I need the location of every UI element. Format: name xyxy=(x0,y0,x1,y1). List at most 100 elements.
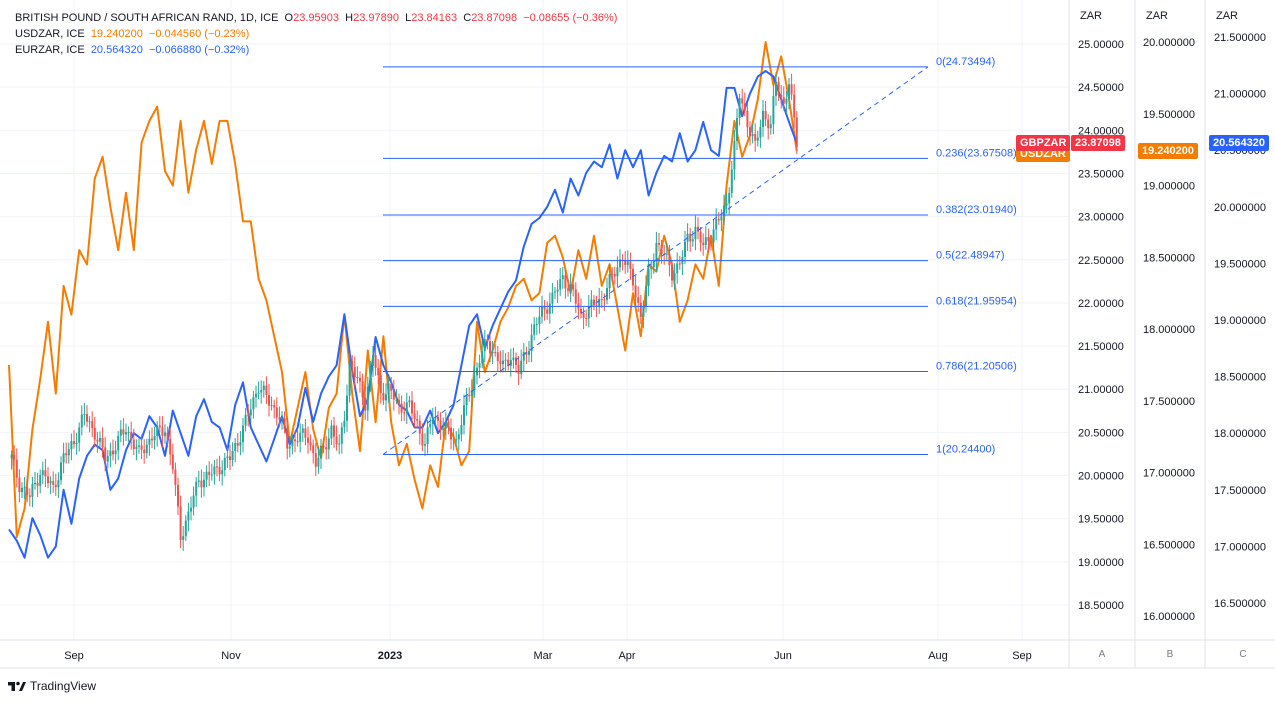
candle-body xyxy=(457,434,460,440)
candle-body xyxy=(106,456,109,462)
candle-body xyxy=(431,418,434,424)
x-tick-label: Jun xyxy=(774,650,792,662)
eurzar-price-badge: 20.564320 xyxy=(1209,135,1269,151)
candle-body xyxy=(442,428,445,431)
axis-b-tick: 18.500000 xyxy=(1143,252,1195,264)
candle-body xyxy=(624,259,627,265)
fibonacci-retracement[interactable]: 0(24.73494) 0.236(23.67508) 0.382(23.01940… xyxy=(382,56,1017,456)
candle-body xyxy=(725,203,728,206)
grid-lines xyxy=(0,0,1068,640)
candle-body xyxy=(273,405,276,408)
candle-body xyxy=(660,244,663,254)
candle-body xyxy=(179,506,182,540)
candle-body xyxy=(21,487,23,493)
candle-body xyxy=(314,453,317,467)
axis-c-tick: 19.000000 xyxy=(1214,315,1266,327)
candle-body xyxy=(158,425,161,428)
candle-body xyxy=(57,480,60,488)
axis-b-tick: 20.000000 xyxy=(1143,37,1195,49)
candle-body xyxy=(587,306,590,319)
candle-body xyxy=(697,226,699,232)
candle-body xyxy=(439,420,442,431)
candle-body xyxy=(405,402,408,413)
fib-level-label: 0.382(23.01940) xyxy=(936,204,1017,216)
candle-body xyxy=(117,435,120,451)
candle-body xyxy=(429,423,432,428)
candle-body xyxy=(70,441,73,450)
candle-body xyxy=(31,484,34,497)
candle-body xyxy=(551,292,554,304)
gbpzar-price-badge: 23.87098 xyxy=(1071,135,1125,151)
axis-a-tick: 21.50000 xyxy=(1078,341,1124,353)
tradingview-brand[interactable]: TradingView xyxy=(8,679,96,693)
candle-body xyxy=(408,400,411,403)
legend-eurzar-title: EURZAR, ICE xyxy=(15,44,85,56)
axis-c-tick: 21.000000 xyxy=(1214,89,1266,101)
scale-c-button[interactable]: C xyxy=(1239,649,1247,660)
fib-level-label: 0.5(22.48947) xyxy=(936,250,1005,262)
candle-body xyxy=(777,81,780,95)
axis-a-tick: 25.00000 xyxy=(1078,39,1124,51)
candle-body xyxy=(569,284,572,291)
candle-body xyxy=(759,127,762,138)
candle-body xyxy=(301,428,304,433)
axis-c-tick: 18.000000 xyxy=(1214,428,1266,440)
candle-body xyxy=(223,457,226,471)
x-tick-label: Sep xyxy=(1012,650,1032,662)
candle-body xyxy=(463,405,465,426)
candle-body xyxy=(325,447,328,450)
candle-body xyxy=(52,481,55,485)
axes-group: Sep Nov 2023 Mar Apr Jun Aug Sep 25.00000 24.5000… xyxy=(0,0,1275,669)
candle-body xyxy=(642,306,645,317)
axis-b-tick: 16.000000 xyxy=(1143,611,1195,623)
candle-body xyxy=(192,495,195,508)
candle-body xyxy=(647,269,650,287)
candle-body xyxy=(379,375,382,393)
candle-body xyxy=(112,450,114,455)
candle-body xyxy=(231,451,234,461)
axis-b-tick: 19.500000 xyxy=(1143,109,1195,121)
candle-body xyxy=(746,110,749,128)
candle-body xyxy=(229,456,231,461)
candle-body xyxy=(723,205,725,217)
candle-body xyxy=(387,383,390,395)
axis-c-tick: 18.500000 xyxy=(1214,372,1266,384)
candle-body xyxy=(187,511,190,521)
candle-body xyxy=(114,450,117,455)
candle-body xyxy=(239,442,242,446)
fib-trend-line xyxy=(382,66,929,455)
candle-body xyxy=(330,425,333,439)
candle-body xyxy=(665,253,668,255)
legend-usdzar: USDZAR, ICE 19.240200 −0.044560 (−0.23%) xyxy=(15,26,617,42)
candle-body xyxy=(468,394,471,397)
candle-body xyxy=(200,480,203,488)
candle-body xyxy=(473,375,476,391)
usdzar-line-group xyxy=(8,41,798,539)
candle-body xyxy=(247,414,250,416)
candle-body xyxy=(132,439,135,450)
candle-body xyxy=(585,317,588,319)
candle-body xyxy=(294,439,296,442)
candle-body xyxy=(603,299,606,301)
axis-c-tick: 17.000000 xyxy=(1214,541,1266,553)
candle-body xyxy=(275,407,278,418)
candle-body xyxy=(590,299,593,307)
candle-body xyxy=(236,443,239,446)
candle-body xyxy=(47,476,49,484)
candle-body xyxy=(460,425,463,435)
candle-body xyxy=(234,443,237,452)
scale-a-button[interactable]: A xyxy=(1098,649,1106,660)
candle-body xyxy=(109,450,112,457)
candle-body xyxy=(673,273,676,281)
candle-body xyxy=(689,233,692,242)
legend-eurzar-value: 20.564320 xyxy=(90,44,143,56)
x-tick-label: Aug xyxy=(928,650,948,662)
axis-b-tick: 18.000000 xyxy=(1143,324,1195,336)
candle-body xyxy=(281,418,283,420)
axis-a-tick: 19.00000 xyxy=(1078,557,1124,569)
candle-body xyxy=(54,484,57,488)
scale-b-button[interactable]: B xyxy=(1166,649,1174,660)
legend: BRITISH POUND / SOUTH AFRICAN RAND, 1D, … xyxy=(15,10,617,58)
candle-body xyxy=(795,117,798,147)
